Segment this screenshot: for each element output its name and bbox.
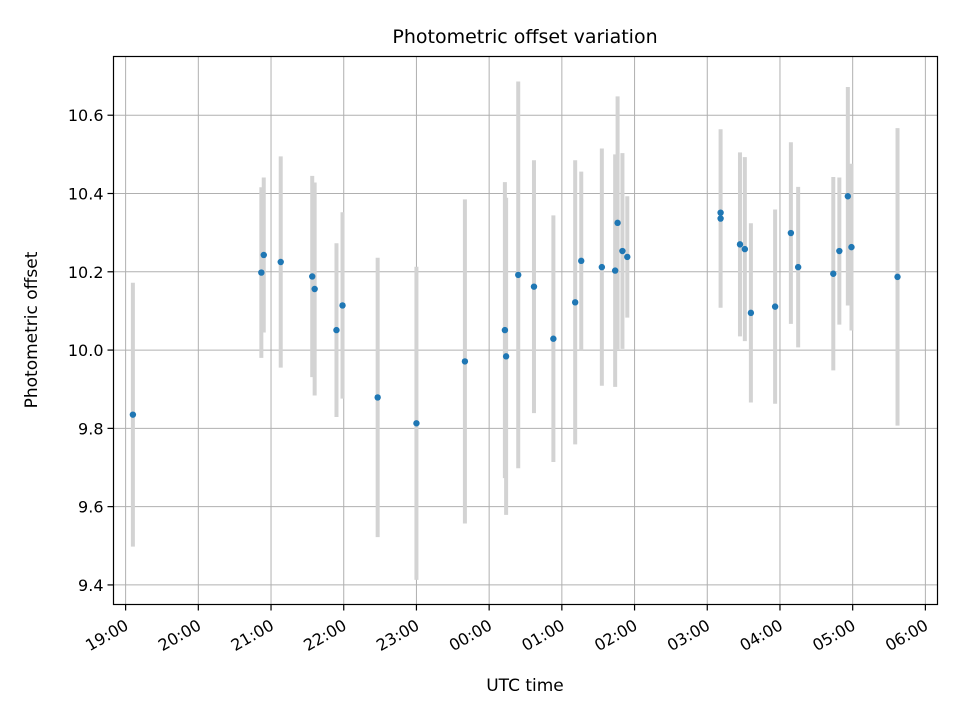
- data-point: [515, 271, 522, 279]
- data-point: [277, 258, 284, 266]
- data-point: [624, 253, 631, 261]
- data-point: [836, 247, 843, 255]
- grid-lines: [113, 56, 938, 605]
- data-point: [598, 263, 606, 271]
- x-axis-label: UTC time: [486, 676, 564, 696]
- data-point: [339, 302, 346, 309]
- data-point: [894, 273, 901, 281]
- data-point: [550, 335, 557, 342]
- data-point: [413, 420, 420, 427]
- data-point: [578, 257, 585, 265]
- y-axis-label: Photometric offset: [22, 251, 42, 408]
- data-point: [461, 358, 469, 365]
- y-tick-label: 9.8: [78, 419, 103, 438]
- data-point: [614, 219, 621, 227]
- data-point: [501, 326, 509, 334]
- data-point: [736, 241, 744, 248]
- data-point: [787, 229, 795, 237]
- data-point: [311, 285, 318, 293]
- data-point: [619, 247, 626, 255]
- data-point: [611, 267, 619, 274]
- data-point: [333, 326, 340, 334]
- data-point: [309, 273, 316, 280]
- data-point: [374, 394, 381, 401]
- y-tick-label: 10.0: [68, 341, 104, 360]
- y-tick-label: 10.4: [68, 185, 104, 204]
- data-point: [571, 299, 579, 306]
- y-tick-label: 9.6: [78, 498, 103, 517]
- plot-area-frame: [112, 55, 939, 606]
- data-point: [717, 215, 724, 222]
- data-point: [844, 193, 852, 200]
- data-point: [830, 270, 837, 277]
- data-point: [260, 251, 267, 259]
- data-point: [717, 209, 724, 216]
- chart-title: Photometric offset variation: [392, 26, 657, 48]
- y-tick-label: 10.6: [68, 106, 104, 125]
- y-tick-label: 10.2: [68, 263, 104, 282]
- data-points: [129, 193, 901, 427]
- y-axis-ticks: 9.4 9.6 9.8 10.0 10.2 10.4 10.6: [68, 106, 114, 595]
- data-point: [258, 269, 265, 276]
- data-point: [129, 411, 137, 418]
- data-point: [502, 353, 510, 360]
- data-point: [794, 263, 802, 271]
- data-point: [741, 245, 749, 253]
- y-tick-label: 9.4: [78, 576, 103, 595]
- data-point: [530, 283, 538, 290]
- data-point: [747, 309, 755, 317]
- data-point: [848, 243, 855, 251]
- data-point: [771, 303, 779, 310]
